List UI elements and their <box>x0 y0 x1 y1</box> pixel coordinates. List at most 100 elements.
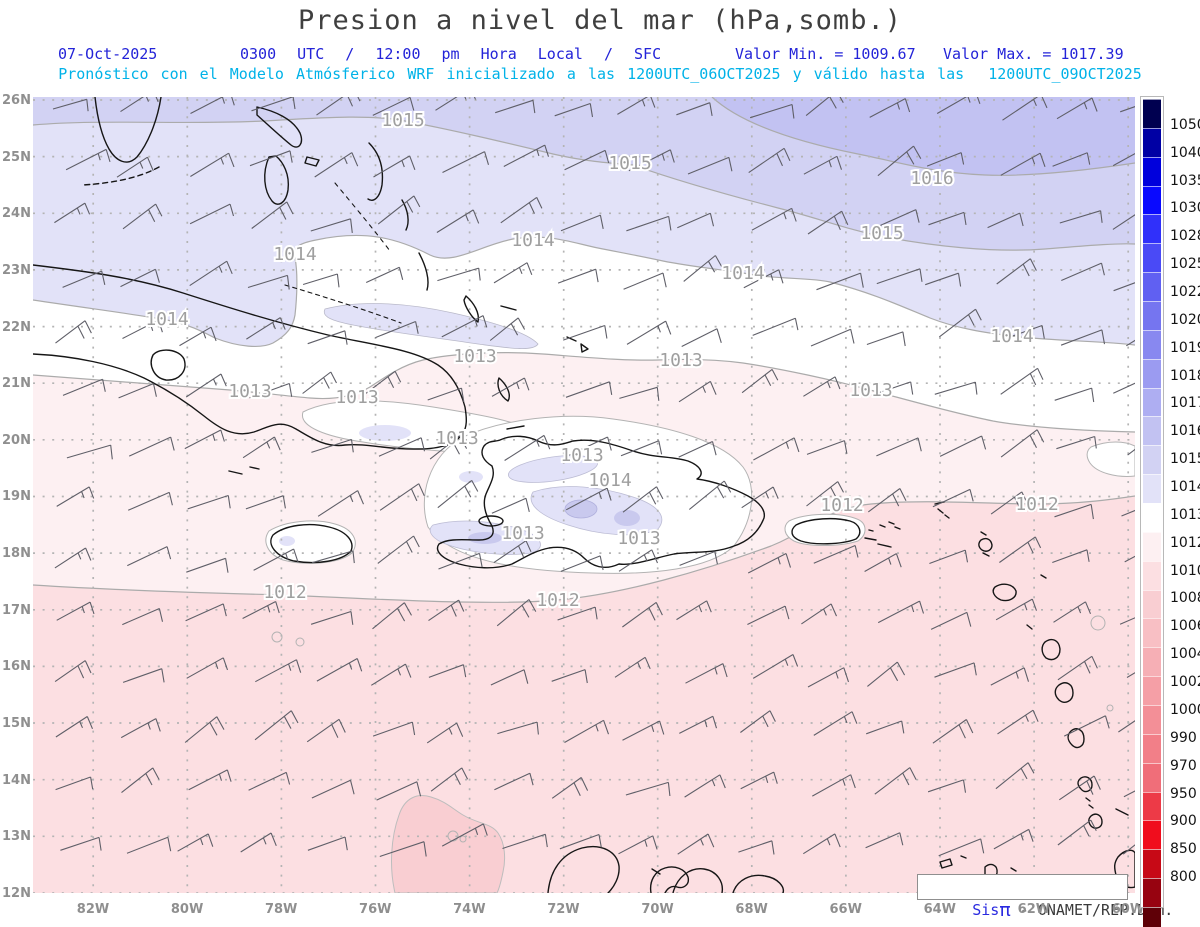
isobar-1014-line <box>32 234 1136 348</box>
wind-barb <box>551 669 588 684</box>
coast-virgin-islands <box>864 521 901 548</box>
isobar-value-label: 1013 <box>453 346 496 367</box>
colorbar-segment <box>1143 156 1161 186</box>
wind-barb <box>66 444 113 460</box>
wind-barb <box>677 833 715 855</box>
colorbar-tick-label: 1020 <box>1170 311 1200 328</box>
wind-barb <box>1057 655 1098 681</box>
wind-barb <box>441 823 488 847</box>
wind-barb <box>564 719 610 743</box>
wind-barb <box>1000 367 1044 395</box>
colorbar-segment <box>1143 820 1161 850</box>
isobar-value-label: 1014 <box>511 230 554 251</box>
wind-barb <box>678 380 717 403</box>
colorbar-tick-label: 1008 <box>1170 590 1200 607</box>
coast-cuba <box>32 264 468 450</box>
wind-barb <box>625 781 671 797</box>
wind-barb <box>560 214 604 232</box>
wind-barb <box>677 212 715 229</box>
wind-barb <box>626 215 672 232</box>
wind-barb <box>929 549 969 565</box>
wind-barb <box>626 320 672 345</box>
coast-puerto-rico <box>791 517 861 545</box>
lat-label: 20N <box>2 432 31 448</box>
colorbar-segment <box>1143 416 1161 446</box>
lon-label: 68W <box>735 902 768 917</box>
lat-label: 12N <box>2 885 31 901</box>
coast-martinique <box>1054 682 1074 703</box>
colorbar-tick-label: 1004 <box>1170 646 1200 663</box>
colorbar-segment <box>1143 589 1161 619</box>
colorbar-segment <box>1143 733 1161 763</box>
wind-barb <box>999 324 1045 342</box>
wind-barb <box>1057 819 1097 846</box>
wind-barb <box>807 210 849 235</box>
wind-barb <box>803 833 841 855</box>
wind-barb <box>1061 262 1105 282</box>
wind-barb <box>927 779 967 793</box>
colorbar-tick-label: 1017 <box>1170 395 1200 412</box>
hispaniola-core-3 <box>468 532 502 544</box>
wind-barb <box>747 605 790 625</box>
wind-barb <box>55 320 92 344</box>
contour-rings <box>271 615 1114 843</box>
wind-barb <box>747 553 792 574</box>
band-1016-1017 <box>712 97 1135 176</box>
jamaica-lavender <box>279 536 295 546</box>
wind-barb <box>372 721 416 737</box>
isobar-value-label: 1013 <box>617 528 660 549</box>
isobar-value-label: 1013 <box>435 428 478 449</box>
wind-barb <box>184 429 225 450</box>
colorbar-tick-label: 950 <box>1170 785 1197 802</box>
coast-eleuthera <box>367 142 384 201</box>
colorbar-tick-label: 1012 <box>1170 534 1200 551</box>
wind-barb <box>248 771 291 791</box>
wind-barb <box>1059 210 1103 224</box>
wind-barb <box>379 483 425 511</box>
wind-barb <box>874 767 917 795</box>
wind-barb <box>120 268 160 288</box>
wind-barb <box>436 209 480 233</box>
isobar-value-label: 1013 <box>335 387 378 408</box>
local-pressure-anomalies <box>265 303 1136 843</box>
coast-stvincent <box>1077 776 1093 793</box>
wind-barb <box>251 201 294 229</box>
lon-label: 62W <box>1017 902 1051 917</box>
coastlines <box>32 96 1136 894</box>
wind-barb <box>314 152 359 178</box>
wind-barb <box>679 715 718 734</box>
wind-barb <box>867 488 907 513</box>
colorbar-tick-label: 1022 <box>1170 284 1200 301</box>
wind-barb <box>379 841 427 858</box>
wind-barb <box>245 495 286 510</box>
wind-barb <box>866 720 905 735</box>
wind-barb <box>740 771 778 790</box>
wind-barb <box>502 833 548 850</box>
wind-barb <box>990 491 1029 515</box>
wind-barb <box>1063 715 1110 737</box>
wind-barb <box>557 268 599 284</box>
wind-barb <box>934 381 978 395</box>
wind-barb <box>62 378 106 396</box>
wind-barb <box>371 663 412 686</box>
wind-barb <box>869 98 911 118</box>
pi-symbol: π <box>999 899 1011 921</box>
jamaica-white-cell <box>265 520 356 564</box>
wind-barb <box>128 436 175 457</box>
isobar-value-label: 1014 <box>273 244 316 265</box>
wind-barb <box>934 662 977 678</box>
lon-label: 66W <box>829 902 862 917</box>
wind-barb <box>116 156 154 178</box>
isobar-value-label: 1014 <box>588 470 631 491</box>
isobar-value-label: 1013 <box>849 380 892 401</box>
wind-barb <box>875 209 920 229</box>
colorbar-tick-label: 1000 <box>1170 701 1200 718</box>
wind-barb <box>676 102 713 116</box>
wind-barb <box>1056 97 1098 120</box>
wind-barb <box>122 668 165 683</box>
wind-barb <box>685 663 728 684</box>
wind-barb <box>803 155 843 175</box>
wind-barb <box>189 260 233 287</box>
hispaniola-core-1 <box>564 499 598 519</box>
